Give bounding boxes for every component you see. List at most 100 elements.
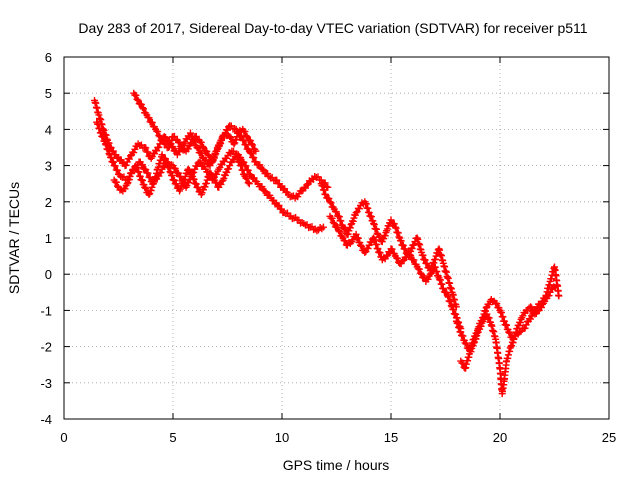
data-point [135, 168, 143, 176]
y-tick-label: 4 [45, 122, 52, 137]
series-trace-e [317, 180, 460, 311]
data-point [144, 169, 152, 177]
data-point [421, 256, 429, 264]
data-point [325, 195, 333, 203]
data-point [207, 170, 215, 178]
data-point [159, 137, 167, 145]
data-point [155, 132, 163, 140]
data-point [246, 137, 254, 145]
data-point [94, 120, 102, 128]
x-tick-label: 5 [169, 430, 176, 445]
data-point [390, 220, 398, 228]
data-point [177, 142, 185, 150]
data-point [419, 251, 427, 259]
data-point [133, 95, 141, 103]
data-point [132, 91, 140, 99]
data-point [167, 140, 175, 148]
data-point [195, 158, 203, 166]
data-point [107, 154, 115, 162]
data-point [250, 154, 258, 162]
data-point [112, 151, 120, 159]
data-point [470, 339, 478, 347]
data-point [126, 152, 134, 160]
data-point [333, 208, 340, 216]
data-point [401, 245, 409, 253]
data-point [319, 182, 327, 190]
data-point [154, 128, 162, 136]
y-tick-label: -1 [40, 303, 52, 318]
data-point [258, 165, 266, 173]
data-point [281, 185, 289, 193]
data-point [198, 142, 206, 150]
data-point [485, 314, 493, 322]
series-trace-b [93, 118, 327, 235]
data-point [223, 168, 231, 176]
data-point [216, 141, 224, 149]
data-points [91, 89, 563, 398]
data-point [226, 133, 234, 141]
data-point [252, 147, 260, 155]
data-point [112, 178, 120, 186]
data-point [516, 319, 524, 327]
data-point [322, 183, 330, 191]
data-point [138, 104, 146, 112]
data-point [372, 225, 380, 233]
data-point [162, 158, 170, 166]
y-axis: -4 -3 -2 -1 0 1 2 3 4 5 6 [40, 50, 609, 427]
data-point [109, 158, 117, 166]
data-point [415, 265, 423, 273]
data-point [249, 141, 257, 149]
data-point [247, 149, 255, 157]
data-point [184, 145, 192, 153]
data-point [503, 321, 511, 329]
data-point [370, 221, 378, 229]
data-point [233, 133, 241, 141]
data-point [391, 223, 399, 231]
data-point [225, 165, 233, 173]
data-point [236, 158, 244, 166]
y-tick-label: -2 [40, 340, 52, 355]
data-point [196, 159, 204, 167]
data-point [247, 140, 255, 148]
data-point [145, 191, 153, 199]
data-point [300, 220, 308, 228]
data-point [374, 245, 382, 253]
data-point [298, 187, 306, 195]
data-point [153, 147, 161, 155]
data-point [145, 114, 153, 122]
data-point [383, 252, 391, 260]
data-point [117, 156, 125, 164]
data-point [418, 270, 426, 278]
data-point [335, 227, 343, 235]
data-point [516, 328, 524, 336]
data-point [102, 141, 110, 149]
data-point [500, 317, 508, 325]
y-tick-label: 1 [45, 231, 52, 246]
data-point [185, 166, 193, 174]
data-point [234, 154, 242, 162]
data-point [426, 270, 434, 278]
data-point [349, 217, 357, 225]
data-point [521, 324, 529, 332]
data-point [443, 289, 451, 297]
y-tick-label: 3 [45, 159, 52, 174]
data-point [166, 168, 174, 176]
data-point [133, 164, 141, 172]
data-point [204, 151, 212, 159]
data-point [452, 310, 460, 318]
data-point [436, 276, 444, 284]
data-point [473, 332, 481, 340]
data-point [147, 187, 155, 195]
data-point [194, 184, 202, 192]
data-point [99, 133, 107, 141]
y-tick-label: -3 [40, 376, 52, 391]
data-point [358, 242, 366, 250]
data-point [203, 147, 211, 155]
data-point [449, 306, 457, 314]
data-point [394, 254, 402, 262]
data-point [364, 244, 372, 252]
data-point [205, 152, 213, 160]
data-point [319, 223, 327, 231]
data-point [532, 306, 540, 314]
